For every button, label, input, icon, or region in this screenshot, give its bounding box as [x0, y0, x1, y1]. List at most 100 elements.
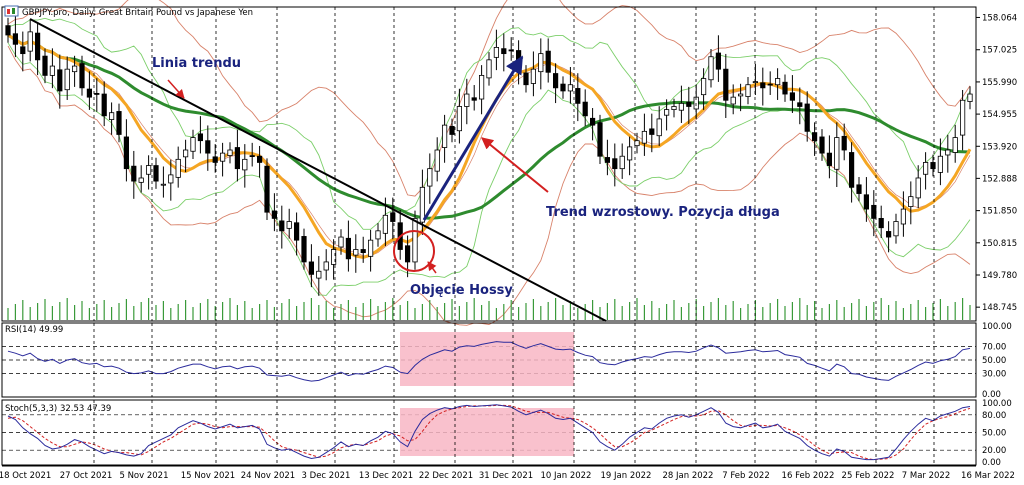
- breakout-circle: [393, 230, 435, 272]
- stoch-panel: [2, 404, 976, 461]
- candle-body: [323, 261, 329, 271]
- text-layer: GBPJPY.pro, Daily: Great Britain Pound v…: [5, 8, 780, 414]
- x-tick-label: 19 Jan 2022: [601, 471, 652, 481]
- candle-body: [538, 53, 544, 73]
- y-tick-label: 158.064: [982, 13, 1017, 23]
- uptrend-arrow: [422, 55, 524, 221]
- x-tick-label: 22 Dec 2021: [419, 471, 473, 481]
- stoch-tick-label: 80.00: [982, 411, 1006, 421]
- candle-body: [701, 78, 707, 96]
- candle-body: [360, 249, 366, 254]
- candle-body: [967, 93, 973, 102]
- main-panel: [5, 0, 973, 326]
- annotation-trendline: Linia trendu: [152, 56, 241, 71]
- candle-body: [293, 222, 300, 241]
- candle-body: [471, 97, 477, 101]
- rsi-tick-label: 100.00: [982, 322, 1012, 332]
- candle-body: [72, 65, 78, 73]
- candle-body: [109, 112, 115, 120]
- candle-body: [627, 146, 633, 161]
- candle-body: [915, 177, 921, 199]
- stoch-tick-label: 20.00: [982, 446, 1006, 456]
- candle-body: [116, 111, 122, 135]
- candle-body: [671, 106, 677, 110]
- candle-body: [738, 93, 744, 97]
- bollinger-lower-outer: [7, 45, 971, 326]
- stoch-highlight-box: [400, 408, 574, 456]
- candle-body: [715, 52, 722, 70]
- candle-body: [664, 109, 670, 116]
- candle-body: [94, 93, 100, 95]
- rsi-tick-label: 70.00: [982, 342, 1006, 352]
- annotation-uptrend: Trend wzrostowy. Pozycja długa: [546, 205, 780, 220]
- x-tick-label: 31 Dec 2021: [479, 471, 533, 481]
- candle-body: [730, 96, 736, 105]
- candle-body: [612, 158, 618, 170]
- candle-body: [686, 101, 692, 107]
- main-title: GBPJPY.pro, Daily: Great Britain Pound v…: [22, 8, 253, 18]
- candle-body: [138, 177, 144, 183]
- candle-body: [708, 56, 714, 81]
- x-tick-label: 13 Dec 2021: [359, 471, 413, 481]
- candle-body: [782, 81, 788, 95]
- candle-body: [316, 270, 322, 279]
- candle-body: [804, 103, 810, 132]
- candle-body: [27, 31, 33, 52]
- candle-body: [101, 93, 107, 117]
- x-tick-label: 28 Jan 2022: [663, 471, 714, 481]
- candle-body: [382, 214, 389, 234]
- candle-body: [508, 49, 514, 52]
- candle-body: [12, 33, 18, 45]
- x-tick-label: 7 Feb 2022: [722, 471, 770, 481]
- candle-body: [308, 261, 315, 275]
- candle-body: [434, 149, 440, 172]
- x-tick-label: 15 Nov 2021: [181, 471, 235, 481]
- rsi-panel: [2, 332, 976, 386]
- candle-body: [486, 59, 492, 79]
- candle-body: [123, 136, 129, 170]
- candle-body: [893, 221, 899, 237]
- candle-body: [449, 125, 455, 135]
- annotation-breakout: Objęcie Hossy: [410, 283, 513, 298]
- candle-body: [131, 165, 137, 182]
- candle-body: [160, 183, 166, 186]
- candle-body: [79, 63, 85, 89]
- candle-body: [478, 74, 485, 100]
- candle-body: [856, 184, 862, 194]
- candle-body: [256, 155, 263, 163]
- x-tick-label: 27 Oct 2021: [60, 471, 113, 481]
- x-tick-label: 16 Mar 2022: [961, 471, 1015, 481]
- candle-body: [234, 147, 240, 170]
- stoch-title: Stoch(5,3,3) 32.53 47.39: [5, 404, 111, 414]
- candle-body: [501, 48, 507, 55]
- candle-body: [886, 231, 892, 238]
- x-tick-label: 25 Feb 2022: [842, 471, 895, 481]
- candle-body: [168, 174, 174, 184]
- candle-body: [819, 136, 825, 154]
- y-tick-label: 149.780: [982, 271, 1017, 281]
- candle-body: [604, 157, 611, 163]
- candle-body: [390, 212, 396, 222]
- candle-body: [723, 68, 729, 101]
- candle-body: [826, 152, 833, 166]
- candle-body: [812, 132, 818, 142]
- candle-body: [145, 165, 152, 175]
- rsi-tick-label: 30.00: [982, 370, 1006, 380]
- candle-body: [338, 236, 344, 248]
- y-tick-label: 155.990: [982, 78, 1017, 88]
- icon-bar-red: [7, 9, 10, 14]
- y-tick-label: 152.888: [982, 174, 1017, 184]
- candle-body: [945, 149, 951, 156]
- uptrend-pointer: [481, 137, 549, 193]
- candle-body: [952, 137, 958, 153]
- candle-body: [760, 82, 766, 89]
- candle-body: [841, 135, 847, 151]
- candle-body: [582, 101, 588, 117]
- candle-body: [57, 69, 63, 92]
- candle-body: [641, 130, 648, 144]
- bollinger-upper-inner: [7, 17, 971, 230]
- trendline-pointer: [167, 79, 185, 99]
- candle-body: [35, 32, 41, 61]
- candle-body: [649, 128, 655, 135]
